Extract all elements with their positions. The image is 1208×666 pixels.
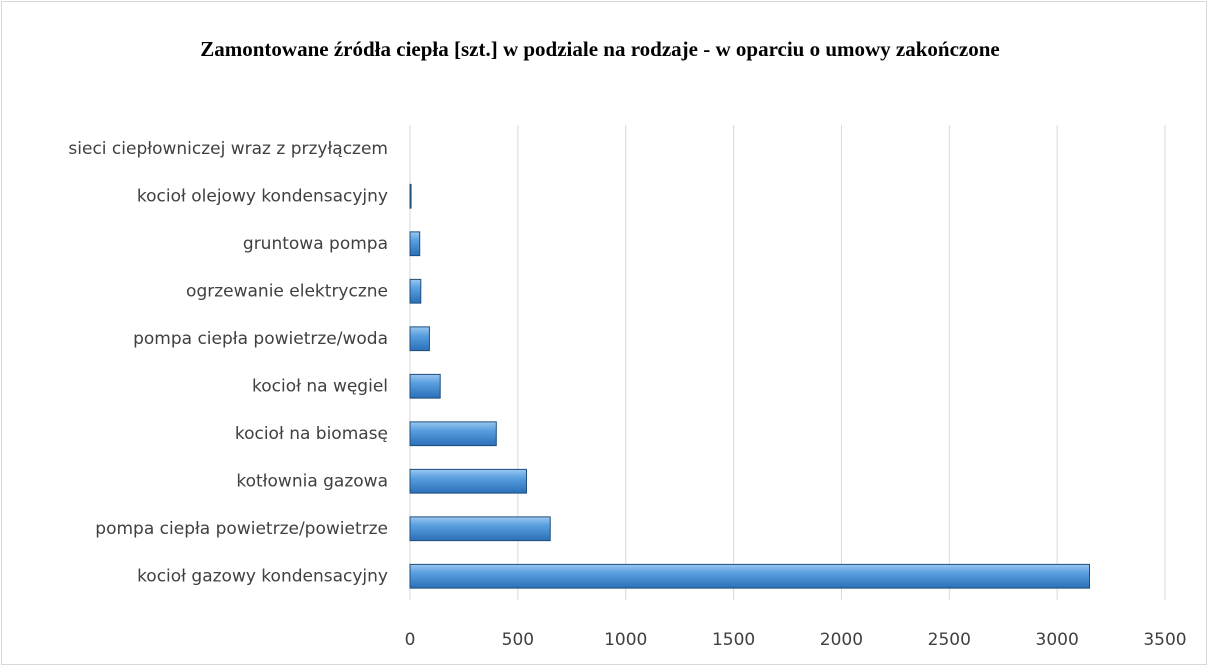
bar bbox=[409, 468, 527, 494]
x-tick-label: 1500 bbox=[712, 630, 755, 650]
bar bbox=[409, 231, 421, 257]
chart-title: Zamontowane źródła ciepła [szt.] w podzi… bbox=[200, 37, 1000, 61]
x-tick-label: 2500 bbox=[928, 630, 971, 650]
y-tick-label: kocioł na węgiel bbox=[252, 376, 388, 396]
y-tick-label: sieci ciepłowniczej wraz z przyłączem bbox=[68, 139, 388, 159]
bar bbox=[409, 563, 1090, 589]
y-tick-label: kocioł na biomasę bbox=[235, 424, 388, 444]
bar bbox=[409, 326, 430, 352]
x-tick-label: 3000 bbox=[1036, 630, 1079, 650]
bar bbox=[409, 183, 412, 209]
y-tick-label: pompa ciepła powietrze/woda bbox=[133, 329, 388, 349]
x-tick-label: 0 bbox=[405, 630, 416, 650]
x-tick-label: 2000 bbox=[820, 630, 863, 650]
y-tick-label: gruntowa pompa bbox=[243, 234, 388, 254]
y-tick-label: kocioł olejowy kondensacyjny bbox=[137, 186, 388, 206]
bar bbox=[409, 516, 551, 542]
bar bbox=[409, 421, 497, 447]
x-tick-label: 3500 bbox=[1143, 630, 1186, 650]
x-tick-label: 500 bbox=[502, 630, 534, 650]
bar bbox=[409, 278, 422, 304]
y-tick-label: kotłownia gazowa bbox=[236, 471, 388, 491]
x-tick-label: 1000 bbox=[604, 630, 647, 650]
y-tick-label: kocioł gazowy kondensacyjny bbox=[137, 566, 388, 586]
bar bbox=[409, 373, 441, 399]
y-tick-label: pompa ciepła powietrze/powietrze bbox=[95, 519, 388, 539]
y-tick-label: ogrzewanie elektryczne bbox=[186, 281, 388, 301]
